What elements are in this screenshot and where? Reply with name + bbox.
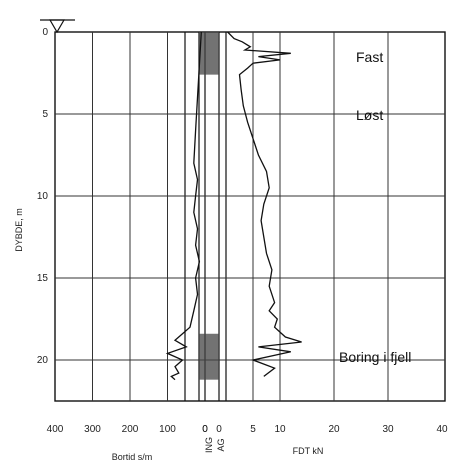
x-tick-label: 300 xyxy=(84,424,101,435)
x-tick-label: 30 xyxy=(382,424,394,435)
center-label-ing: ING xyxy=(204,437,214,453)
plot-frame xyxy=(54,31,446,402)
right-panel-curve xyxy=(227,31,302,377)
center-label-ag: AG xyxy=(216,438,226,451)
annotation-boring-i-fjell: Boring i fjell xyxy=(339,349,411,365)
y-tick-label: 0 xyxy=(42,27,48,38)
x-tick-label: 200 xyxy=(122,424,139,435)
hatched-casing-top xyxy=(199,32,219,75)
left-x-axis-label: Bortid s/m xyxy=(112,452,153,462)
x-tick-label: 5 xyxy=(250,424,256,435)
x-tick-label: 20 xyxy=(328,424,340,435)
y-tick-label: 20 xyxy=(37,355,49,366)
x-tick-label: 0 xyxy=(202,424,208,435)
y-tick-label: 15 xyxy=(37,273,49,284)
curves xyxy=(165,31,302,381)
hatched-casing-bottom xyxy=(199,333,219,380)
annotation-lost: Løst xyxy=(356,107,383,123)
x-tick-label: 100 xyxy=(159,424,176,435)
x-tick-label: 0 xyxy=(216,424,222,435)
annotation-fast: Fast xyxy=(356,49,383,65)
y-axis-label: DYBDE, m xyxy=(14,208,24,252)
grid xyxy=(40,19,446,402)
x-tick-label: 400 xyxy=(47,424,64,435)
x-tick-label: 40 xyxy=(436,424,448,435)
y-tick-label: 10 xyxy=(37,191,49,202)
water-level-icon xyxy=(48,19,66,34)
y-tick-label: 5 xyxy=(42,109,48,120)
right-x-axis-label: FDT kN xyxy=(293,446,324,456)
x-tick-label: 10 xyxy=(274,424,286,435)
x-tick-label: 0 xyxy=(202,424,208,435)
left-panel-curve xyxy=(165,31,202,381)
